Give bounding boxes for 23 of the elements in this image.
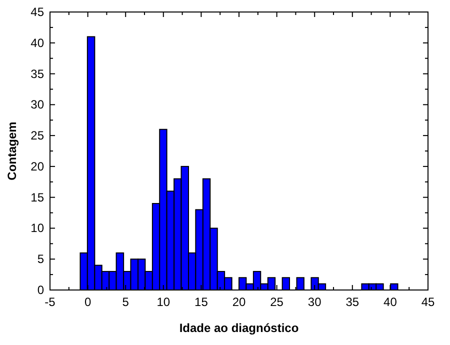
y-tick-label: 20: [30, 159, 44, 174]
x-tick-label: 10: [156, 295, 170, 309]
y-tick-label: 35: [30, 66, 44, 81]
x-tick-label: 35: [346, 295, 360, 309]
y-tick-label: 30: [30, 98, 44, 112]
y-tick-label: 25: [30, 128, 44, 143]
x-tick-label: -5: [44, 295, 56, 309]
y-tick-label: 0: [37, 283, 44, 297]
x-axis-title: Idade ao diagnóstico: [179, 321, 299, 335]
y-tick-label: 40: [30, 36, 44, 50]
x-tick-label: 45: [421, 295, 435, 309]
y-tick-label: 45: [30, 5, 44, 19]
y-tick-label: 5: [37, 252, 44, 266]
y-tick-label: 10: [30, 221, 44, 236]
x-tick-label: 20: [232, 295, 246, 309]
x-tick-label: 15: [194, 295, 208, 309]
x-tick-label: 30: [308, 295, 322, 309]
x-tick-label: 25: [270, 295, 284, 309]
x-tick-label: 0: [84, 295, 92, 309]
y-tick-label: 15: [30, 190, 44, 204]
y-axis-title: Contagem: [5, 122, 19, 180]
x-tick-label: 40: [384, 295, 398, 309]
x-tick-label: 5: [122, 295, 130, 309]
